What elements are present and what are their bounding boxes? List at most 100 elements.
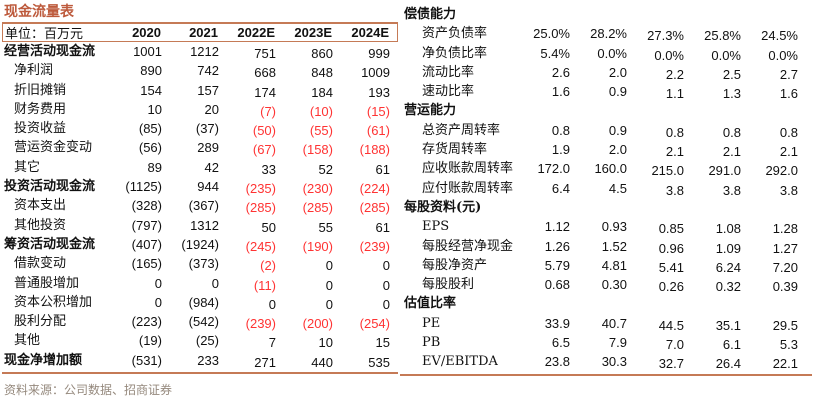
cashflow-table-panel: 现金流量表 单位：百万元 2020 2021 2022E 2023E 2024E…: [2, 0, 398, 398]
ratio-row: EPS 1.12 0.93 0.85 1.08 1.28: [400, 217, 812, 236]
cell-value: 2.0: [608, 142, 627, 158]
cell-value: (407): [131, 236, 162, 252]
cashflow-rows: 经营活动现金流 1001 1212 751 860 999 净利润 890 742 668 848 1…: [2, 42, 398, 370]
cell-value: 2.1: [665, 144, 684, 160]
cell-value: (37): [195, 121, 219, 137]
cell-value: (50): [252, 123, 276, 139]
row-label: EPS: [422, 219, 450, 235]
cell-value: 3.8: [779, 182, 798, 198]
row-label: EV/EBITDA: [422, 354, 498, 370]
cell-value: (188): [359, 142, 390, 158]
cell-value: 44.5: [658, 317, 684, 333]
row-label: 资产负债率: [422, 26, 488, 42]
cell-value: (190): [302, 238, 333, 254]
cell-value: 27.3%: [647, 28, 684, 44]
cell-value: 5.41: [658, 259, 684, 275]
cell-value: 2.2: [665, 66, 684, 82]
cell-value: 25.0%: [533, 26, 570, 42]
cell-value: 172.0: [537, 161, 570, 177]
cell-value: (542): [188, 314, 219, 330]
row-label: 其它: [14, 159, 41, 175]
cashflow-row: 资本支出 (328) (367) (285) (285) (285): [2, 196, 398, 215]
cell-value: 25.8%: [704, 28, 741, 44]
cell-value: 233: [197, 352, 219, 368]
cell-value: 40.7: [601, 315, 627, 331]
cell-value: 0.8: [665, 124, 684, 140]
cell-value: 160.0: [594, 161, 627, 177]
cell-value: (254): [359, 316, 390, 332]
cell-value: 7.9: [608, 335, 627, 351]
cell-value: 7.20: [772, 259, 798, 275]
cell-value: (223): [131, 314, 162, 330]
cell-value: 55: [318, 219, 333, 235]
ratio-row: 每股股利 0.68 0.30 0.26 0.32 0.39: [400, 275, 812, 294]
cell-value: (19): [138, 333, 162, 349]
cashflow-table-title: 现金流量表: [4, 4, 74, 20]
cell-value: 0.0%: [654, 47, 684, 63]
cell-value: (797): [131, 217, 162, 233]
row-label: 资本公积增加: [14, 294, 93, 310]
cell-value: 157: [197, 82, 219, 98]
cell-value: 0.9: [608, 122, 627, 138]
cell-value: 6.4: [551, 180, 570, 196]
cell-value: 22.1: [772, 356, 798, 372]
cell-value: 1.6: [551, 84, 570, 100]
cell-value: (984): [188, 294, 219, 310]
cell-value: 0.9: [608, 84, 627, 100]
cell-value: 0: [154, 294, 162, 310]
cell-value: (328): [131, 198, 162, 214]
cell-value: 26.4: [715, 356, 741, 372]
cell-value: 0: [382, 296, 390, 312]
cell-value: 1.9: [551, 142, 570, 158]
cell-value: 52: [318, 161, 333, 177]
row-label: PE: [422, 315, 441, 331]
cashflow-row: 筹资活动现金流 (407) (1924) (245) (190) (239): [2, 235, 398, 254]
cell-value: 440: [311, 354, 333, 370]
section-header-label: 估值比率: [404, 296, 457, 312]
cell-value: (224): [359, 181, 390, 197]
row-label: 经营活动现金流: [4, 44, 96, 59]
row-label: 财务费用: [14, 101, 67, 117]
cell-value: (165): [131, 256, 162, 272]
ratio-row: 应收账款周转率 172.0 160.0 215.0 291.0 292.0: [400, 159, 812, 178]
cell-value: 0.85: [658, 221, 684, 237]
ratio-row: 资产负债率 25.0% 28.2% 27.3% 25.8% 24.5%: [400, 24, 812, 43]
cell-value: (55): [309, 123, 333, 139]
row-label: 其他投资: [14, 217, 67, 233]
cell-value: (239): [245, 316, 276, 332]
ratio-row: PB 6.5 7.9 7.0 6.1 5.3: [400, 333, 812, 352]
row-label: 营运资金变动: [14, 140, 93, 156]
row-label: 每股净资产: [422, 257, 488, 273]
cell-value: 10: [318, 335, 333, 351]
cell-value: 0.0%: [711, 47, 741, 63]
cell-value: (56): [138, 140, 162, 156]
cell-value: 292.0: [765, 163, 798, 179]
ratios-rows: 偿债能力 资产负债率 25.0% 28.2% 27.3% 25.8% 24.5% 净负债比率 5…: [400, 5, 812, 372]
cell-value: 999: [368, 46, 390, 61]
cell-value: 42: [204, 159, 219, 175]
cell-value: 535: [368, 354, 390, 370]
cell-value: 1009: [361, 65, 390, 81]
section-header-label: 每股资料(元): [404, 199, 482, 215]
cell-value: (230): [302, 181, 333, 197]
cell-value: 1.09: [715, 240, 741, 256]
cashflow-row: 折旧摊销 154 157 174 184 193: [2, 81, 398, 100]
cashflow-row: 股利分配 (223) (542) (239) (200) (254): [2, 312, 398, 331]
cashflow-row: 净利润 890 742 668 848 1009: [2, 61, 398, 80]
cell-value: 184: [311, 84, 333, 100]
row-label: 每股经营净现金: [422, 238, 513, 254]
cell-value: 35.1: [715, 317, 741, 333]
cell-value: 0.30: [601, 277, 627, 293]
cell-value: 1.12: [544, 219, 570, 235]
cell-value: 3.8: [722, 182, 741, 198]
cell-value: 23.8: [544, 354, 570, 370]
cell-value: 1.1: [665, 86, 684, 102]
cell-value: 890: [140, 63, 162, 79]
cashflow-row: 经营活动现金流 1001 1212 751 860 999: [2, 42, 398, 61]
cell-value: 1.27: [772, 240, 798, 256]
cell-value: 6.24: [715, 259, 741, 275]
cashflow-row: 营运资金变动 (56) 289 (67) (158) (188): [2, 138, 398, 157]
ratio-row: 总资产周转率 0.8 0.9 0.8 0.8 0.8: [400, 121, 812, 140]
section-header-label: 营运能力: [404, 103, 457, 119]
cell-value: (11): [253, 277, 276, 293]
